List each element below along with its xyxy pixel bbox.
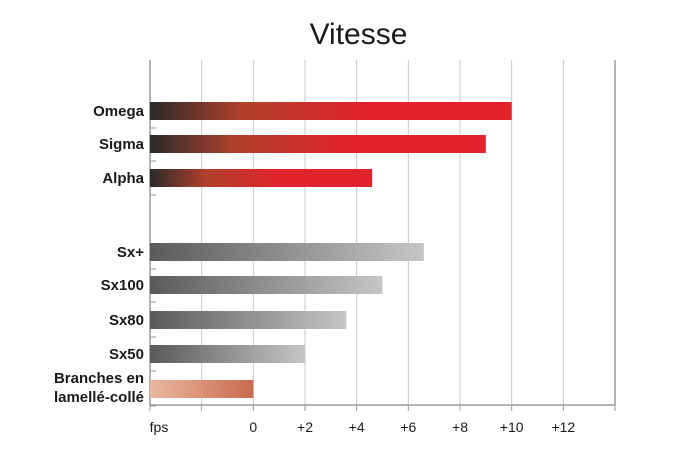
bar-sigma [150,135,486,153]
bar-omega [150,102,512,120]
x-tick-label: +12 [551,419,575,435]
x-tick-label: +6 [400,419,416,435]
bar-sx50 [150,345,305,363]
category-label: Sx100 [101,277,144,294]
category-label: Sigma [99,136,145,153]
chart-title: Vitesse [309,18,408,51]
x-tick-label: +4 [349,419,365,435]
category-label: Sx+ [117,244,144,261]
category-label: Branches en [54,370,144,387]
x-axis-label: fps [150,419,169,435]
x-tick-label: +8 [452,419,468,435]
bar-sx- [150,243,424,261]
x-tick-label: 0 [249,419,257,435]
x-tick-label: +2 [297,419,313,435]
bar-branches [150,380,254,398]
bar-sx80 [150,311,347,329]
bar-sx100 [150,276,383,294]
category-label: Omega [93,103,145,120]
category-label: lamellé-collé [54,389,144,406]
x-tick-label: +10 [500,419,524,435]
category-label: Sx80 [109,312,144,329]
labels: Omega Sigma Alpha Sx+ Sx100 Sx80 Sx50 Branches … [54,103,575,435]
category-label: Sx50 [109,346,144,363]
bar-alpha [150,169,373,187]
category-label: Alpha [102,170,144,187]
bars [150,102,512,398]
